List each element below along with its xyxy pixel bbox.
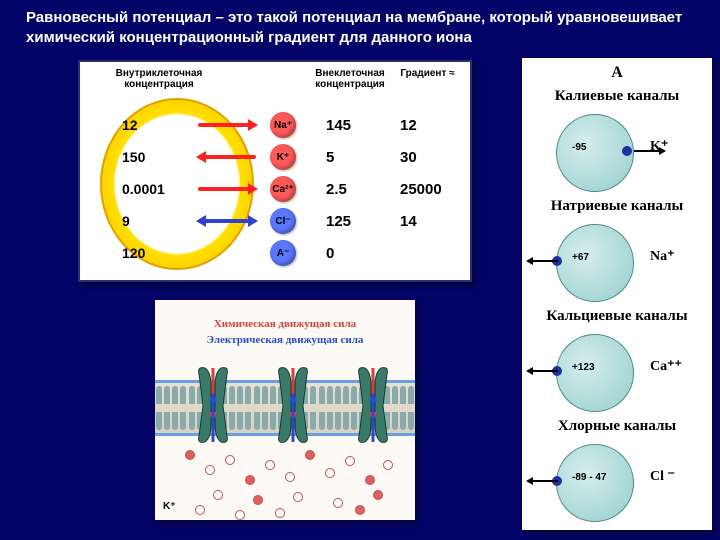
ion-flux-arrow	[528, 260, 558, 262]
ion-dot	[185, 450, 195, 460]
gradient-value: 30	[400, 149, 460, 166]
ion-label: Ca⁺⁺	[650, 358, 682, 375]
equilibrium-potential: -89 - 47	[572, 472, 606, 483]
ion-dot	[383, 460, 393, 470]
ion-row: 150 K⁺ 5 30	[80, 142, 470, 172]
ion-badge: Ca²⁺	[270, 176, 296, 202]
intracellular-value: 0.0001	[122, 181, 182, 197]
ion-dot	[253, 495, 263, 505]
ion-dot	[325, 468, 335, 478]
ion-badge: Cl⁻	[270, 208, 296, 234]
ion-dot	[205, 465, 215, 475]
ion-row: 0.0001 Ca²⁺ 2.5 25000	[80, 174, 470, 204]
ion-channel	[193, 366, 233, 444]
ion-dot	[305, 450, 315, 460]
cell-circle	[556, 224, 634, 302]
ion-dot	[225, 455, 235, 465]
channel-title: Натриевые каналы	[522, 196, 712, 215]
channel-row: Калиевые каналы -95 K⁺	[522, 86, 712, 196]
extracellular-value: 5	[326, 149, 386, 166]
ion-dot	[293, 492, 303, 502]
channel-row: Хлорные каналы -89 - 47 Cl ⁻	[522, 416, 712, 526]
concentration-table-panel: Внутриклеточная концентрация Внеклеточна…	[78, 60, 472, 282]
gradient-arrow	[198, 123, 256, 127]
gradient-arrow	[198, 187, 256, 191]
extracellular-value: 145	[326, 117, 386, 134]
ion-label: K⁺	[650, 138, 668, 155]
ion-row: 120 A⁻ 0	[80, 238, 470, 268]
equilibrium-potential: +67	[572, 252, 589, 263]
ion-flux-arrow	[528, 480, 558, 482]
ion-dot	[285, 472, 295, 482]
channel-row: Натриевые каналы +67 Na⁺	[522, 196, 712, 306]
ion-dot	[245, 475, 255, 485]
header-intracellular: Внутриклеточная концентрация	[94, 68, 224, 90]
header-gradient: Градиент ≈	[400, 68, 455, 79]
k-ion-label: K⁺	[163, 501, 176, 512]
channel-gate-icon	[622, 146, 632, 156]
cell-circle	[556, 444, 634, 522]
ion-channel	[273, 366, 313, 444]
ion-badge: K⁺	[270, 144, 296, 170]
ion-channel	[353, 366, 393, 444]
ion-dot	[235, 510, 245, 520]
ion-row: 9 Cl⁻ 125 14	[80, 206, 470, 236]
equilibrium-potential: -95	[572, 142, 586, 153]
channel-title: Хлорные каналы	[522, 416, 712, 435]
intracellular-value: 12	[122, 117, 182, 133]
extracellular-value: 125	[326, 213, 386, 230]
chemical-force-label: Химическая движущая сила	[155, 318, 415, 330]
ion-dot	[373, 490, 383, 500]
ion-row: 12 Na⁺ 145 12	[80, 110, 470, 140]
gradient-value: 25000	[400, 181, 460, 198]
channel-title: Калиевые каналы	[522, 86, 712, 105]
membrane-forces-panel: Химическая движущая сила Электрическая д…	[155, 300, 415, 520]
intracellular-value: 9	[122, 213, 182, 229]
ion-badge: A⁻	[270, 240, 296, 266]
cell-circle	[556, 334, 634, 412]
ion-dot	[333, 498, 343, 508]
extracellular-value: 0	[326, 245, 386, 262]
gradient-arrow	[198, 219, 256, 223]
ion-label: Na⁺	[650, 248, 675, 265]
intracellular-value: 120	[122, 245, 182, 261]
gradient-arrow	[198, 155, 256, 159]
ion-dot	[195, 505, 205, 515]
ion-badge: Na⁺	[270, 112, 296, 138]
intracellular-value: 150	[122, 149, 182, 165]
ion-dot	[365, 475, 375, 485]
ion-dot	[275, 508, 285, 518]
header-extracellular: Внеклеточная концентрация	[310, 68, 390, 90]
channel-potentials-panel: А Калиевые каналы -95 K⁺ Натриевые каналы +6…	[522, 58, 712, 530]
equilibrium-potential: +123	[572, 362, 595, 373]
ion-dot	[213, 490, 223, 500]
gradient-value: 14	[400, 213, 460, 230]
ion-dot	[345, 456, 355, 466]
ion-flux-arrow	[528, 370, 558, 372]
panel-c-header: А	[522, 64, 712, 82]
ion-dot	[355, 505, 365, 515]
channel-title: Кальциевые каналы	[522, 306, 712, 325]
channel-row: Кальциевые каналы +123 Ca⁺⁺	[522, 306, 712, 416]
extracellular-value: 2.5	[326, 181, 386, 198]
gradient-value: 12	[400, 117, 460, 134]
page-title: Равновесный потенциал – это такой потенц…	[26, 8, 700, 49]
ion-label: Cl ⁻	[650, 468, 675, 485]
ion-dot	[265, 460, 275, 470]
electrical-force-label: Электрическая движущая сила	[155, 334, 415, 346]
